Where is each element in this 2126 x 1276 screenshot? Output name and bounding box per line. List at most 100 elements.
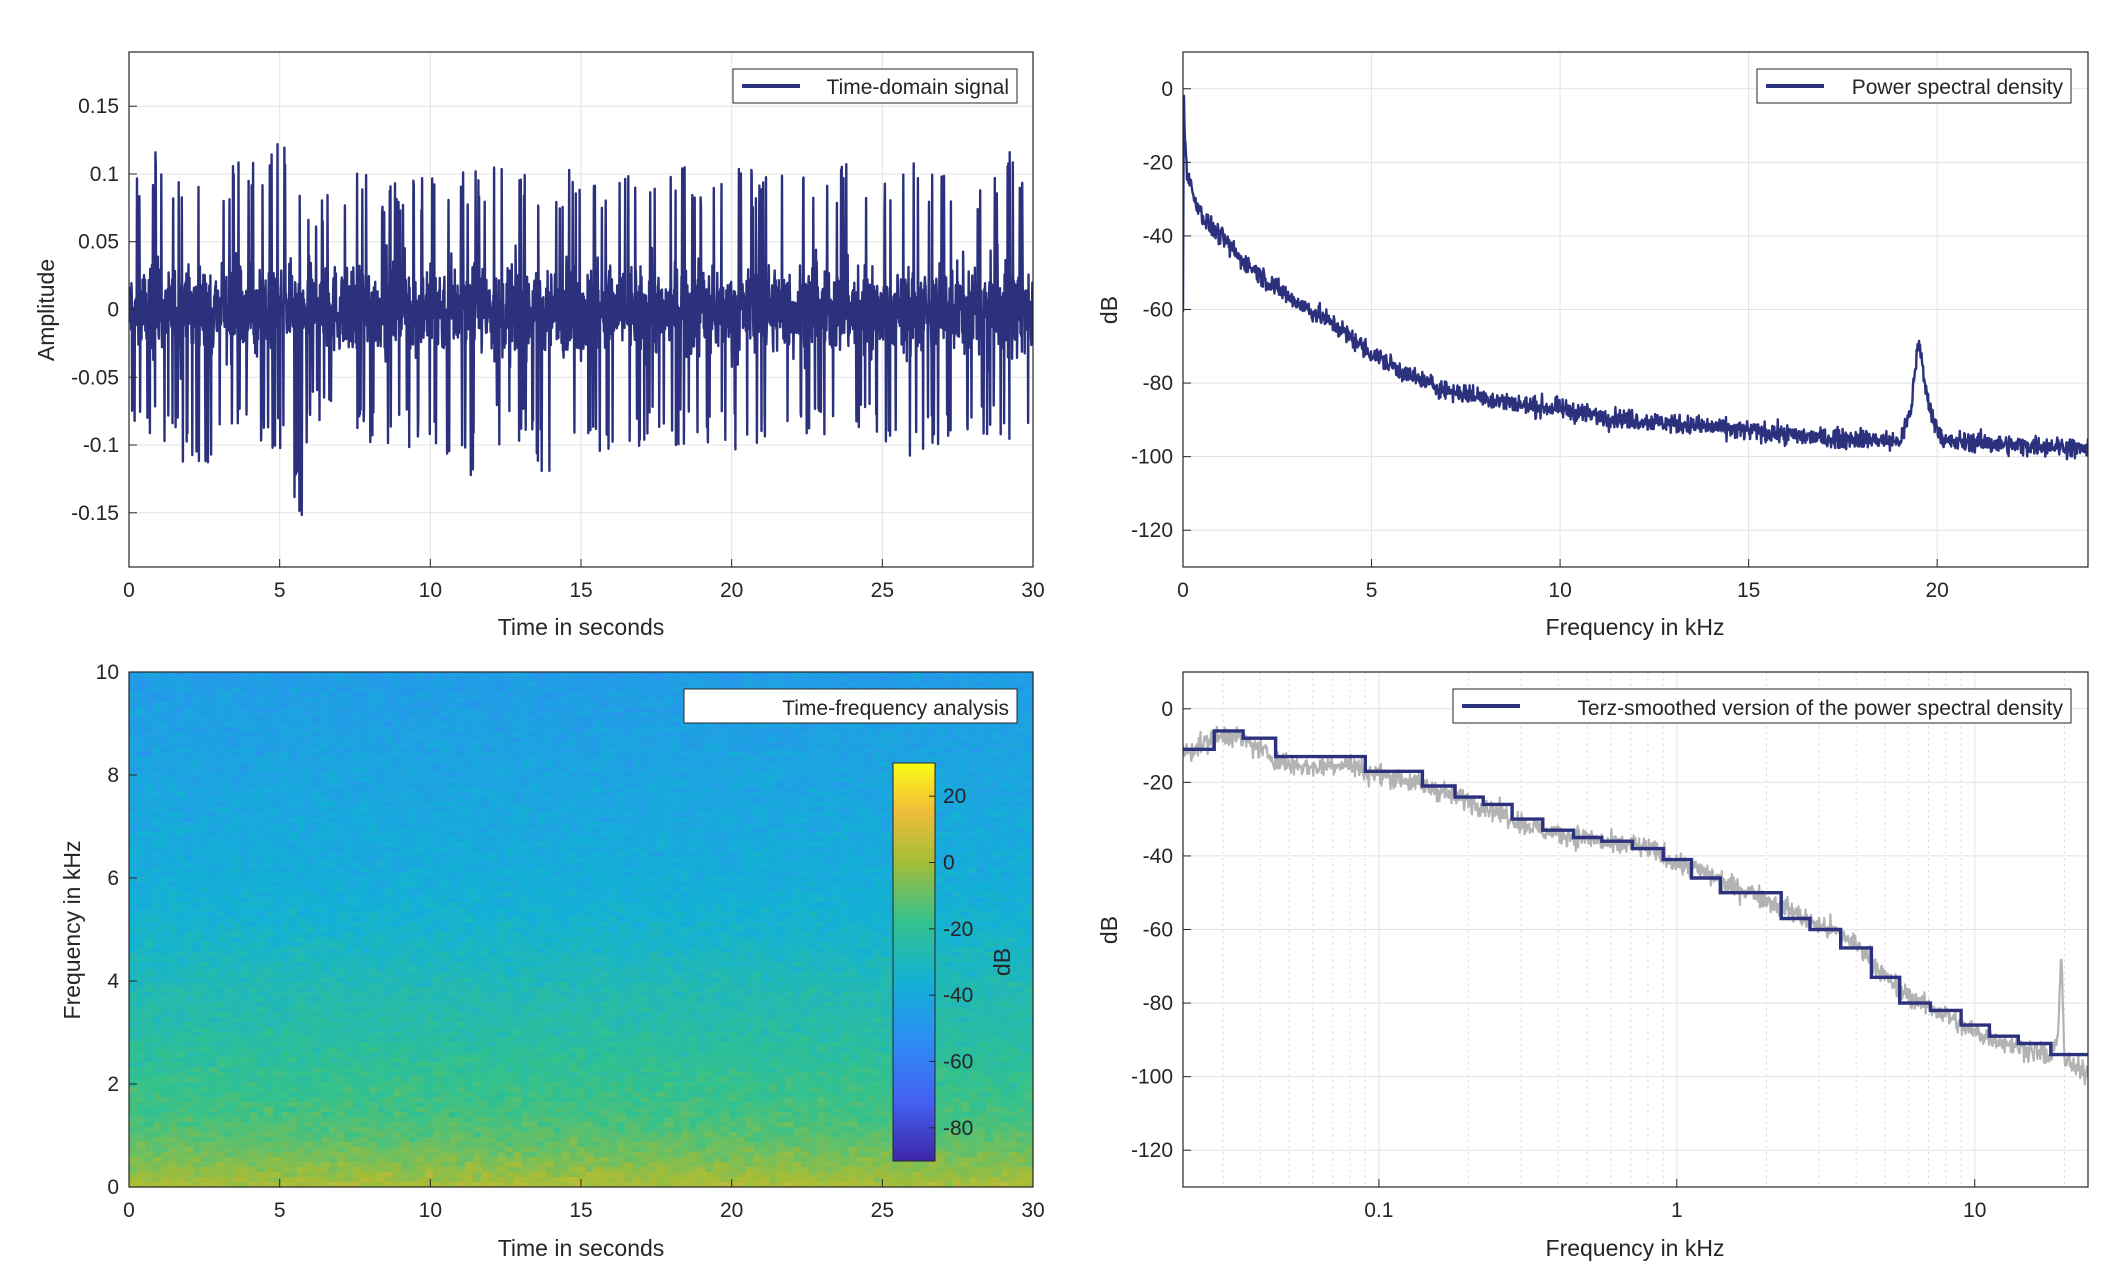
heatmap-cell [1001, 677, 1010, 683]
heatmap-cell [561, 847, 570, 853]
heatmap-cell [321, 887, 330, 893]
heatmap-cell [417, 707, 426, 713]
heatmap-cell [833, 772, 842, 778]
heatmap-cell [713, 867, 722, 873]
heatmap-cell [641, 802, 650, 808]
heatmap-cell [1017, 692, 1026, 698]
heatmap-cell [545, 677, 554, 683]
heatmap-cell [201, 862, 210, 868]
heatmap-cell [993, 747, 1002, 753]
heatmap-cell [313, 767, 322, 773]
heatmap-cell [481, 722, 490, 728]
heatmap-cell [137, 802, 146, 808]
heatmap-cell [313, 782, 322, 788]
heatmap-cell [937, 882, 946, 888]
heatmap-cell [265, 777, 274, 783]
heatmap-cell [169, 742, 178, 748]
heatmap-cell [481, 732, 490, 738]
heatmap-cell [153, 787, 162, 793]
heatmap-cell [961, 882, 970, 888]
heatmap-cell [1001, 812, 1010, 818]
heatmap-cell [761, 847, 770, 853]
heatmap-cell [137, 747, 146, 753]
heatmap-cell [129, 802, 138, 808]
heatmap-cell [417, 797, 426, 803]
heatmap-cell [249, 707, 258, 713]
heatmap-cell [401, 722, 410, 728]
heatmap-cell [705, 837, 714, 843]
heatmap-cell [761, 882, 770, 888]
heatmap-cell [265, 677, 274, 683]
heatmap-cell [217, 847, 226, 853]
heatmap-cell [809, 842, 818, 848]
heatmap-cell [217, 692, 226, 698]
heatmap-cell [225, 882, 234, 888]
heatmap-cell [409, 762, 418, 768]
heatmap-cell [729, 737, 738, 743]
heatmap-cell [937, 762, 946, 768]
heatmap-cell [505, 707, 514, 713]
heatmap-cell [233, 777, 242, 783]
heatmap-cell [441, 847, 450, 853]
heatmap-cell [681, 837, 690, 843]
heatmap-cell [529, 762, 538, 768]
heatmap-cell [641, 812, 650, 818]
heatmap-cell [521, 672, 530, 678]
heatmap-cell [881, 737, 890, 743]
heatmap-cell [465, 842, 474, 848]
heatmap-cell [153, 882, 162, 888]
heatmap-cell [465, 882, 474, 888]
heatmap-cell [441, 702, 450, 708]
heatmap-cell [473, 697, 482, 703]
heatmap-cell [321, 777, 330, 783]
heatmap-cell [657, 767, 666, 773]
heatmap-cell [649, 782, 658, 788]
heatmap-cell [721, 777, 730, 783]
heatmap-cell [625, 827, 634, 833]
heatmap-cell [513, 752, 522, 758]
heatmap-cell [209, 837, 218, 843]
heatmap-cell [881, 827, 890, 833]
heatmap-cell [1009, 807, 1018, 813]
heatmap-cell [729, 857, 738, 863]
heatmap-cell [177, 777, 186, 783]
heatmap-cell [289, 812, 298, 818]
heatmap-cell [969, 867, 978, 873]
heatmap-cell [257, 827, 266, 833]
heatmap-cell [353, 822, 362, 828]
heatmap-cell [961, 822, 970, 828]
heatmap-cell [569, 807, 578, 813]
heatmap-cell [785, 672, 794, 678]
heatmap-cell [681, 827, 690, 833]
heatmap-cell [649, 882, 658, 888]
heatmap-cell [993, 802, 1002, 808]
heatmap-cell [201, 737, 210, 743]
heatmap-cell [625, 722, 634, 728]
heatmap-cell [761, 747, 770, 753]
heatmap-cell [433, 692, 442, 698]
heatmap-cell [161, 777, 170, 783]
heatmap-cell [305, 672, 314, 678]
heatmap-cell [225, 742, 234, 748]
heatmap-cell [961, 872, 970, 878]
heatmap-cell [865, 777, 874, 783]
heatmap-cell [513, 672, 522, 678]
heatmap-cell [1009, 842, 1018, 848]
heatmap-cell [481, 747, 490, 753]
heatmap-cell [817, 882, 826, 888]
heatmap-cell [873, 672, 882, 678]
heatmap-cell [241, 867, 250, 873]
heatmap-cell [521, 812, 530, 818]
heatmap-cell [217, 812, 226, 818]
heatmap-cell [249, 717, 258, 723]
heatmap-cell [721, 812, 730, 818]
heatmap-cell [465, 807, 474, 813]
heatmap-cell [385, 887, 394, 893]
heatmap-cell [1025, 722, 1034, 728]
heatmap-cell [817, 847, 826, 853]
heatmap-cell [657, 777, 666, 783]
heatmap-cell [257, 812, 266, 818]
heatmap-cell [129, 807, 138, 813]
heatmap-cell [793, 832, 802, 838]
heatmap-cell [489, 832, 498, 838]
